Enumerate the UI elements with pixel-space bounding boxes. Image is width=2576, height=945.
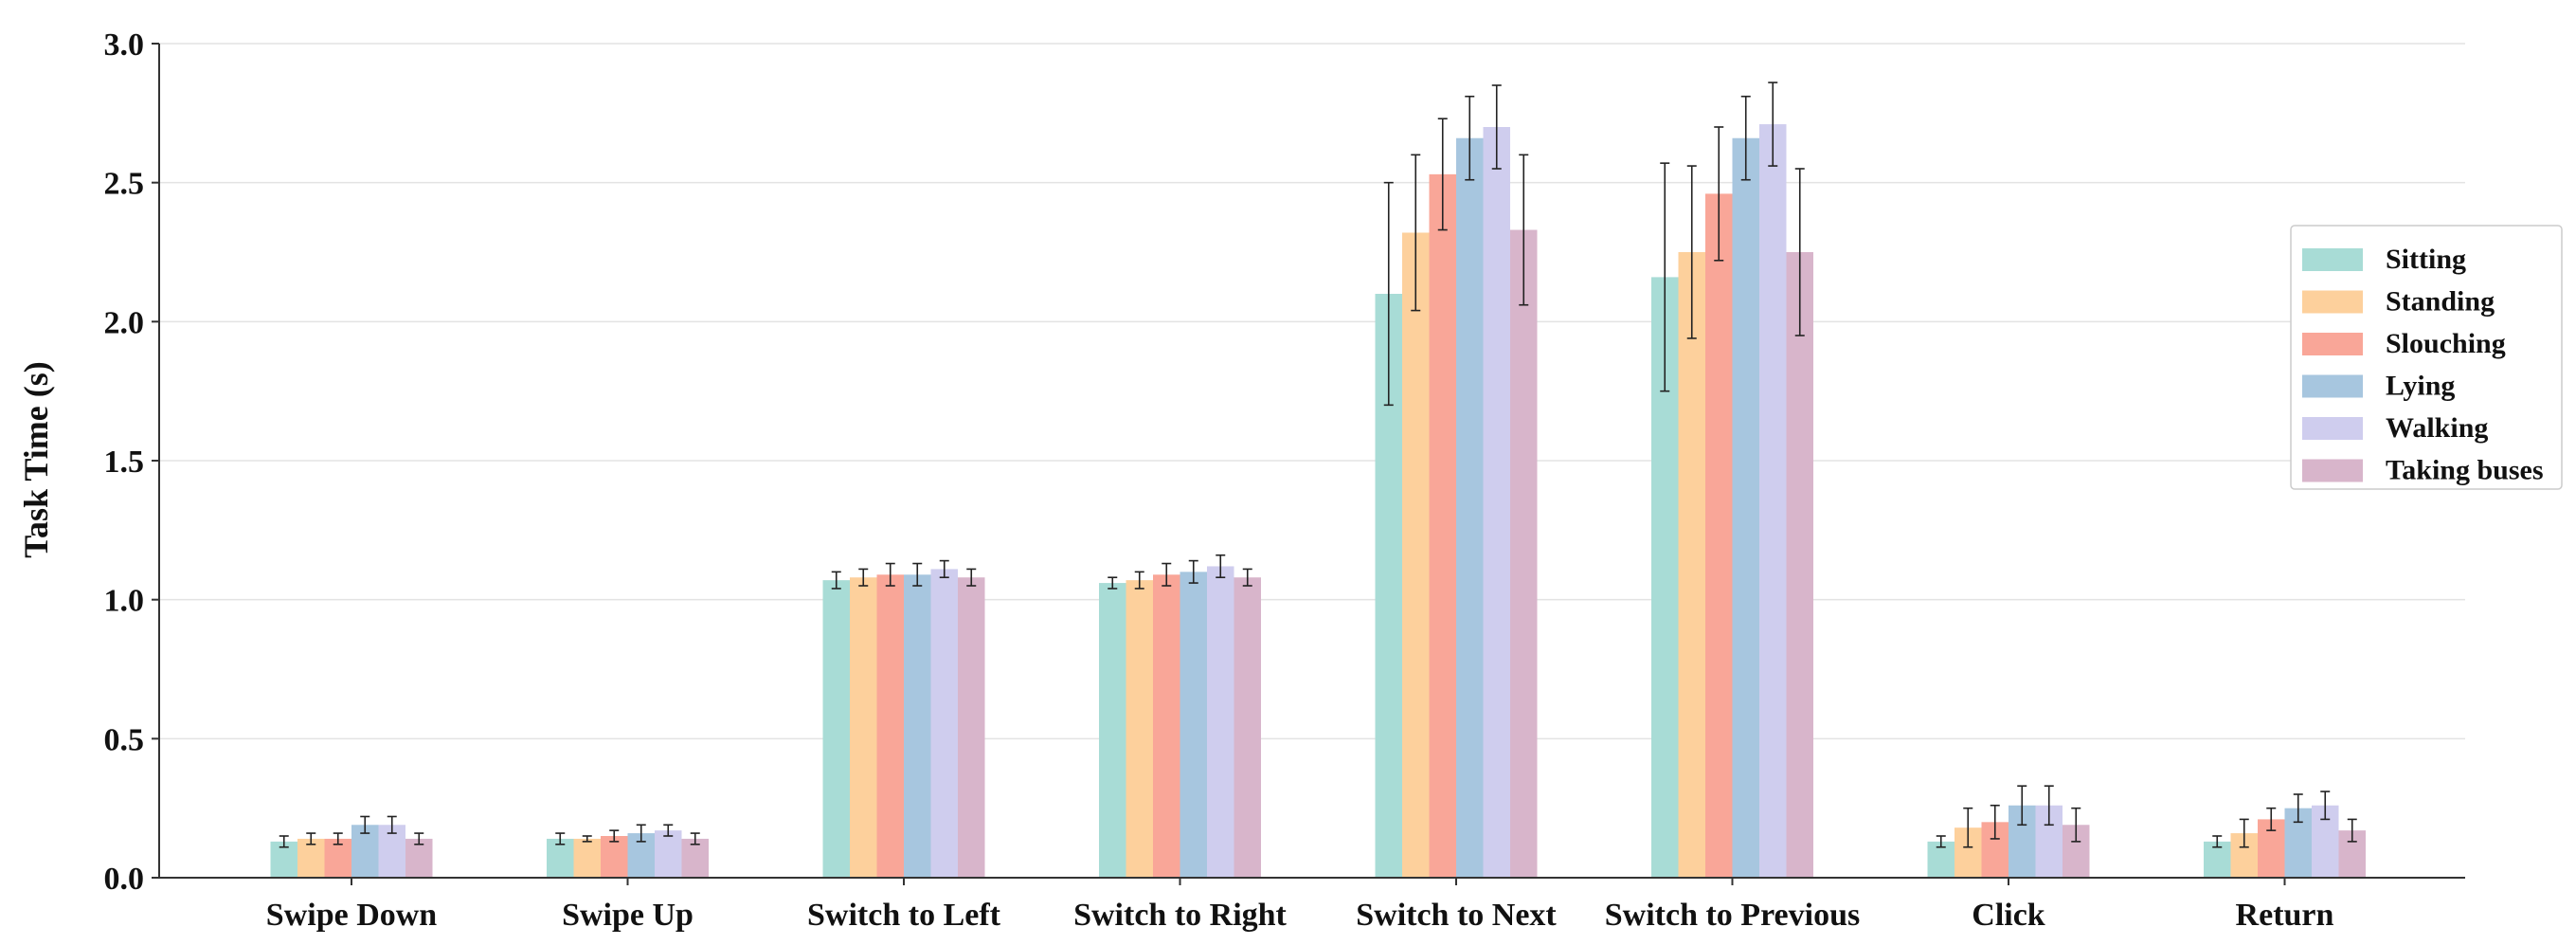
y-tick-label: 1.0 xyxy=(104,584,145,619)
bar xyxy=(1732,137,1759,878)
x-tick-label: Click xyxy=(1972,898,2045,933)
legend-label: Lying xyxy=(2386,371,2455,402)
bar xyxy=(405,838,433,878)
bar xyxy=(1759,124,1787,879)
x-tick-label: Switch to Previous xyxy=(1605,898,1860,933)
bar xyxy=(1234,577,1261,878)
x-tick-label: Swipe Up xyxy=(562,898,694,933)
bar xyxy=(655,830,682,878)
bar xyxy=(1126,580,1153,878)
tick-labels: 0.0 0.5 1.0 1.5 2.0 2.5 3.0 Swipe Down Swipe Up S… xyxy=(104,27,2334,933)
bar-group xyxy=(2204,791,2366,878)
bar xyxy=(547,838,574,878)
legend-label: Slouching xyxy=(2386,328,2506,359)
bar xyxy=(1207,566,1234,878)
x-tick-label: Switch to Next xyxy=(1356,898,1557,933)
bar-group xyxy=(547,824,709,878)
legend-swatch xyxy=(2302,374,2363,398)
gridlines xyxy=(159,43,2465,740)
bar xyxy=(324,838,351,878)
y-tick-label: 0.0 xyxy=(104,862,145,897)
bar xyxy=(822,580,850,878)
bar xyxy=(1705,193,1733,878)
legend: Sitting Standing Slouching Lying Walking Taki… xyxy=(2290,225,2563,490)
y-tick-label: 2.0 xyxy=(104,305,145,340)
bar-group xyxy=(270,815,433,878)
y-tick-label: 3.0 xyxy=(104,27,145,63)
bar-group xyxy=(1651,82,1813,879)
legend-swatch xyxy=(2302,459,2363,482)
legend-label: Taking buses xyxy=(2386,455,2544,486)
legend-swatch xyxy=(2302,248,2363,271)
bar xyxy=(1099,583,1126,878)
legend-swatch xyxy=(2302,333,2363,355)
bar xyxy=(1429,173,1456,878)
bar xyxy=(958,577,985,878)
bar-group xyxy=(822,559,985,878)
y-tick-label: 0.5 xyxy=(104,722,145,757)
bar xyxy=(1456,137,1484,878)
legend-label: Walking xyxy=(2386,412,2488,444)
x-tick-label: Switch to Right xyxy=(1073,898,1287,933)
bar xyxy=(930,569,958,878)
y-axis-title: Task Time (s) xyxy=(17,361,55,557)
legend-label: Sitting xyxy=(2386,244,2466,275)
bar-groups xyxy=(270,82,2366,879)
bar xyxy=(850,577,877,878)
bar xyxy=(601,836,628,878)
bar xyxy=(1510,229,1538,879)
bar xyxy=(1402,232,1430,878)
legend-swatch xyxy=(2302,417,2363,440)
bar-group xyxy=(1927,785,2090,878)
bar-group xyxy=(1375,84,1538,879)
bar xyxy=(904,574,931,878)
bar xyxy=(1483,127,1510,878)
bar xyxy=(876,574,904,878)
y-tick-label: 2.5 xyxy=(104,167,145,202)
legend-label: Standing xyxy=(2386,286,2495,318)
bar xyxy=(681,838,709,878)
x-tick-label: Swipe Down xyxy=(266,898,438,933)
y-tick-label: 1.5 xyxy=(104,445,145,480)
legend-swatch xyxy=(2302,290,2363,314)
x-tick-label: Switch to Left xyxy=(807,898,1001,933)
bar xyxy=(297,838,325,878)
bar-group xyxy=(1099,554,1261,878)
x-tick-label: Return xyxy=(2236,898,2334,933)
bar xyxy=(1678,252,1705,878)
bar xyxy=(1153,574,1180,878)
bar xyxy=(1180,572,1207,878)
bar xyxy=(573,838,601,878)
bar xyxy=(1786,252,1813,878)
